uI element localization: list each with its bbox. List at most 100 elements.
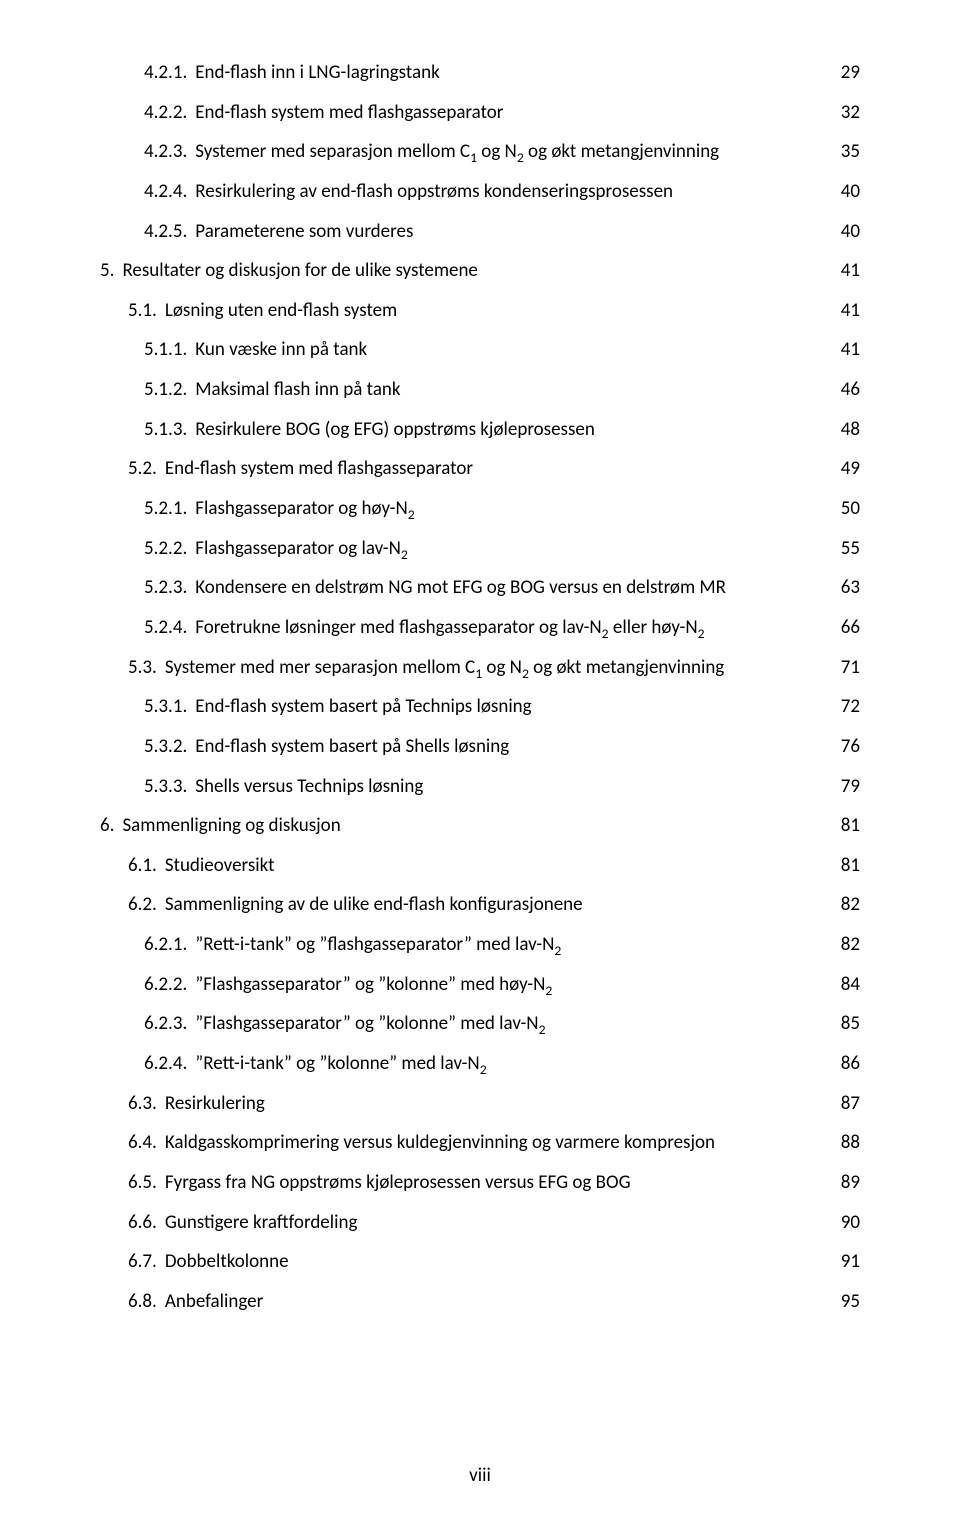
toc-entry-page: 66 (837, 615, 860, 641)
toc-entry-title: Resirkulering (165, 1091, 265, 1117)
toc-entry-page: 71 (837, 655, 860, 681)
toc-entry-title: End-flash system basert på Technips løsn… (195, 694, 531, 720)
toc-entry[interactable]: 6.1.Studieoversikt81 (100, 853, 860, 879)
toc-entry-title: Maksimal flash inn på tank (195, 377, 400, 403)
toc-entry-number: 6.2.2. (144, 972, 195, 998)
toc-entry-number: 5.3.3. (144, 774, 195, 800)
toc-list: 4.2.1.End-flash inn i LNG-lagringstank29… (100, 60, 860, 1315)
toc-entry[interactable]: 4.2.2.End-flash system med flashgassepar… (100, 100, 860, 126)
toc-entry-page: 41 (837, 258, 860, 284)
toc-entry[interactable]: 5.1.Løsning uten end-flash system41 (100, 298, 860, 324)
toc-entry-title: Løsning uten end-flash system (165, 298, 397, 324)
toc-entry-title: Shells versus Technips løsning (195, 774, 423, 800)
toc-entry[interactable]: 5.2.1.Flashgasseparator og høy-N250 (100, 496, 860, 522)
toc-entry-page: 29 (837, 60, 860, 86)
toc-entry[interactable]: 5.2.4.Foretrukne løsninger med flashgass… (100, 615, 860, 641)
toc-entry-number: 4.2.4. (144, 179, 195, 205)
toc-entry-number: 4.2.1. (144, 60, 195, 86)
toc-entry-title: Sammenligning og diskusjon (122, 813, 340, 839)
toc-entry-title: ”Flashgasseparator” og ”kolonne” med lav… (195, 1011, 545, 1037)
toc-entry-page: 41 (837, 337, 860, 363)
toc-entry-number: 4.2.3. (144, 139, 195, 165)
toc-entry[interactable]: 6.2.2.”Flashgasseparator” og ”kolonne” m… (100, 972, 860, 998)
toc-entry[interactable]: 4.2.1.End-flash inn i LNG-lagringstank29 (100, 60, 860, 86)
toc-entry-title: Foretrukne løsninger med flashgasseparat… (195, 615, 704, 641)
toc-entry[interactable]: 5.3.3.Shells versus Technips løsning79 (100, 774, 860, 800)
toc-entry-number: 6.6. (128, 1210, 165, 1236)
toc-entry-page: 88 (837, 1130, 860, 1156)
toc-entry[interactable]: 5.1.3.Resirkulere BOG (og EFG) oppstrøms… (100, 417, 860, 443)
toc-entry[interactable]: 6.7.Dobbeltkolonne 91 (100, 1249, 860, 1275)
toc-entry[interactable]: 6.Sammenligning og diskusjon81 (100, 813, 860, 839)
toc-entry-title: ”Rett-i-tank” og ”flashgasseparator” med… (195, 932, 561, 958)
toc-entry[interactable]: 5.1.1.Kun væske inn på tank 41 (100, 337, 860, 363)
toc-entry-number: 6.8. (128, 1289, 165, 1315)
toc-entry[interactable]: 6.3.Resirkulering87 (100, 1091, 860, 1117)
toc-entry-page: 91 (837, 1249, 860, 1275)
toc-entry[interactable]: 5.3.1.End-flash system basert på Technip… (100, 694, 860, 720)
toc-entry[interactable]: 4.2.3.Systemer med separasjon mellom C1 … (100, 139, 860, 165)
toc-entry-title: Kondensere en delstrøm NG mot EFG og BOG… (195, 575, 726, 601)
toc-entry[interactable]: 5.2.2.Flashgasseparator og lav-N255 (100, 536, 860, 562)
toc-entry-page: 72 (837, 694, 860, 720)
toc-entry-number: 6. (100, 813, 122, 839)
toc-entry[interactable]: 6.5.Fyrgass fra NG oppstrøms kjøleproses… (100, 1170, 860, 1196)
toc-entry[interactable]: 5.3.Systemer med mer separasjon mellom C… (100, 655, 860, 681)
toc-entry-number: 6.5. (128, 1170, 165, 1196)
toc-entry-title: ”Flashgasseparator” og ”kolonne” med høy… (195, 972, 552, 998)
toc-entry[interactable]: 6.2.3.”Flashgasseparator” og ”kolonne” m… (100, 1011, 860, 1037)
toc-entry-page: 46 (837, 377, 860, 403)
toc-entry[interactable]: 5.2.3.Kondensere en delstrøm NG mot EFG … (100, 575, 860, 601)
toc-entry-number: 5. (100, 258, 122, 284)
toc-entry[interactable]: 6.6.Gunstigere kraftfordeling90 (100, 1210, 860, 1236)
toc-entry-title: Resultater og diskusjon for de ulike sys… (122, 258, 477, 284)
toc-entry-page: 81 (837, 853, 860, 879)
toc-entry[interactable]: 5.1.2.Maksimal flash inn på tank46 (100, 377, 860, 403)
page-number: viii (0, 1464, 960, 1487)
toc-entry-page: 82 (837, 932, 860, 958)
toc-entry-page: 86 (837, 1051, 860, 1077)
toc-entry-number: 6.7. (128, 1249, 165, 1275)
toc-entry[interactable]: 6.2.4.”Rett-i-tank” og ”kolonne” med lav… (100, 1051, 860, 1077)
toc-entry[interactable]: 4.2.5.Parameterene som vurderes40 (100, 219, 860, 245)
toc-entry-title: Anbefalinger (165, 1289, 263, 1315)
toc-entry-number: 6.1. (128, 853, 165, 879)
toc-entry-page: 85 (837, 1011, 860, 1037)
toc-entry[interactable]: 6.2.1.”Rett-i-tank” og ”flashgasseparato… (100, 932, 860, 958)
toc-entry-title: Parameterene som vurderes (195, 219, 413, 245)
toc-entry-number: 5.2.4. (144, 615, 195, 641)
toc-entry-page: 84 (837, 972, 860, 998)
toc-entry-title: Resirkulering av end-flash oppstrøms kon… (195, 179, 673, 205)
toc-entry[interactable]: 6.8.Anbefalinger 95 (100, 1289, 860, 1315)
toc-entry-title: Fyrgass fra NG oppstrøms kjøleprosessen … (165, 1170, 631, 1196)
toc-entry[interactable]: 5.3.2.End-flash system basert på Shells … (100, 734, 860, 760)
toc-entry-title: Dobbeltkolonne (165, 1249, 289, 1275)
toc-entry[interactable]: 6.4.Kaldgasskomprimering versus kuldegje… (100, 1130, 860, 1156)
toc-entry-number: 6.2.3. (144, 1011, 195, 1037)
toc-entry-title: Flashgasseparator og høy-N2 (195, 496, 414, 522)
toc-entry-number: 6.2. (128, 892, 165, 918)
toc-entry-number: 5.1.1. (144, 337, 195, 363)
toc-entry-page: 40 (837, 219, 860, 245)
toc-entry-number: 5.2.3. (144, 575, 195, 601)
toc-entry-title: Gunstigere kraftfordeling (165, 1210, 358, 1236)
toc-entry-page: 76 (837, 734, 860, 760)
toc-entry-page: 32 (837, 100, 860, 126)
toc-entry[interactable]: 6.2.Sammenligning av de ulike end-flash … (100, 892, 860, 918)
toc-entry-title: Kun væske inn på tank (195, 337, 367, 363)
toc-entry-title: Systemer med separasjon mellom C1 og N2 … (195, 139, 719, 165)
toc-entry[interactable]: 5.Resultater og diskusjon for de ulike s… (100, 258, 860, 284)
toc-entry-title: End-flash system basert på Shells løsnin… (195, 734, 509, 760)
toc-entry-page: 50 (837, 496, 860, 522)
toc-entry-page: 40 (837, 179, 860, 205)
toc-entry-number: 5.2. (128, 456, 165, 482)
toc-entry[interactable]: 4.2.4.Resirkulering av end-flash oppstrø… (100, 179, 860, 205)
toc-entry-title: End-flash system med flashgasseparator (165, 456, 473, 482)
toc-entry[interactable]: 5.2.End-flash system med flashgasseparat… (100, 456, 860, 482)
toc-entry-page: 63 (837, 575, 860, 601)
toc-entry-page: 95 (837, 1289, 860, 1315)
toc-entry-title: Flashgasseparator og lav-N2 (195, 536, 408, 562)
toc-entry-title: Kaldgasskomprimering versus kuldegjenvin… (165, 1130, 715, 1156)
toc-entry-page: 82 (837, 892, 860, 918)
toc-entry-title: Systemer med mer separasjon mellom C1 og… (165, 655, 724, 681)
